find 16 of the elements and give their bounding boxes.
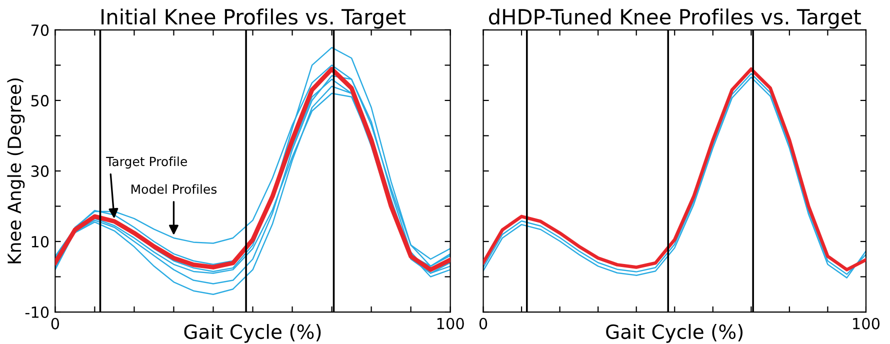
x-axis-title: Gait Cycle (%) [606, 324, 743, 343]
x-tick-label: 0 [51, 318, 60, 330]
y-tick-label: 70 [31, 24, 49, 36]
y-tick-label: 50 [31, 94, 49, 106]
x-tick-label: 0 [479, 318, 488, 330]
annotation: Target Profile [106, 156, 187, 169]
x-tick-label: 100 [853, 318, 880, 330]
y-tick-label: -10 [25, 306, 49, 318]
x-axis-title: Gait Cycle (%) [184, 324, 321, 343]
y-tick-label: 30 [31, 165, 49, 177]
chart-title: dHDP-Tuned Knee Profiles vs. Target [488, 8, 861, 29]
y-tick-label: 10 [32, 236, 49, 248]
x-tick-label: 100 [437, 318, 464, 330]
chart-title: Initial Knee Profiles vs. Target [102, 8, 406, 29]
annotation: Model Profiles [132, 184, 217, 194]
y-axis-title: Knee Angle (Degree) [7, 78, 25, 264]
